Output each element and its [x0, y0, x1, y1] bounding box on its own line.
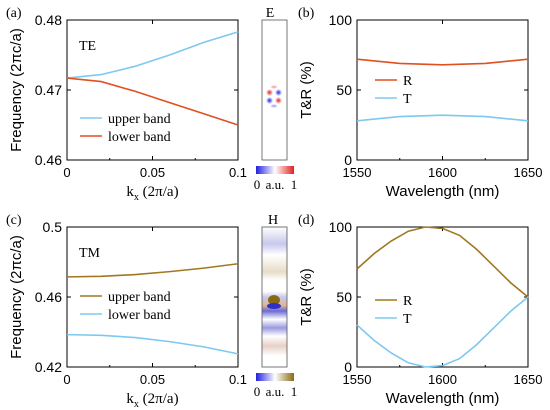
field-hotspot	[268, 295, 280, 305]
chart-c: 0 0.05 0.1 0.42 0.46 0.5 Frequency (2πc/a) kx (…	[8, 219, 247, 410]
x-axis-label: Wavelength (nm)	[386, 390, 500, 407]
panel-label-d: (d)	[298, 213, 315, 228]
field-hotspot	[267, 303, 281, 309]
colorbar-min-label: 0	[254, 177, 261, 192]
panel-label-a: (a)	[6, 6, 22, 21]
x-axis-label: kx (2π/a)	[126, 184, 178, 203]
y-tick-label: 0.48	[35, 12, 62, 28]
x-tick-label: 0	[63, 372, 70, 387]
x-tick-label: 1650	[514, 372, 543, 387]
chart-b: 1550 1600 1650 0 50 100 T&R (%) Wavelength (nm)…	[298, 12, 542, 200]
series-line	[66, 333, 239, 355]
series-line	[66, 31, 239, 79]
field-lobe	[275, 97, 282, 104]
y-tick-label: 50	[336, 82, 352, 98]
y-tick-label: 0.46	[35, 289, 62, 305]
series-line	[356, 58, 529, 66]
y-tick-label: 50	[336, 289, 352, 305]
charts-layer: 0 0.05 0.1 0.46 0.47 0.48 Frequency (2πc/a) kx …	[8, 12, 542, 410]
x-tick-label: 1650	[514, 165, 543, 180]
field-lobe	[266, 97, 273, 104]
x-tick-label: 0.1	[229, 165, 247, 180]
legend-label: upper band	[108, 290, 171, 305]
colorbar-unit-label: a.u.	[266, 177, 285, 192]
legend-label: lower band	[108, 130, 171, 145]
y-tick-label: 100	[329, 219, 353, 235]
colorbar	[256, 166, 294, 174]
chart-d: 1550 1600 1650 0 50 100 T&R (%) Wavelength (nm)…	[298, 219, 542, 407]
y-axis-label: T&R (%)	[298, 61, 315, 119]
x-tick-label: 1600	[428, 165, 457, 180]
y-axis-label: T&R (%)	[298, 268, 315, 326]
y-tick-label: 0.42	[35, 359, 62, 375]
legend-label: lower band	[108, 308, 171, 323]
y-tick-label: 0.46	[35, 152, 62, 168]
field-map-frame	[261, 19, 288, 161]
legend-label: R	[403, 74, 413, 89]
panel-label-b: (b)	[298, 6, 315, 21]
legend-label: upper band	[108, 112, 171, 127]
field-lobe	[275, 89, 282, 96]
x-tick-label: 0.05	[140, 165, 165, 180]
x-tick-label: 1550	[343, 372, 372, 387]
x-axis-label: Wavelength (nm)	[386, 183, 500, 200]
field-map-h: H 0 a.u. 1	[254, 213, 298, 399]
x-tick-label: 1600	[428, 372, 457, 387]
colorbar-min-label: 0	[254, 384, 261, 399]
y-tick-label: 100	[329, 12, 353, 28]
field-lobe	[266, 89, 273, 96]
field-map-e: E 0 a.u. 1	[254, 6, 298, 192]
y-axis-label: Frequency (2πc/a)	[8, 235, 25, 359]
colorbar	[256, 373, 294, 381]
colorbar-max-label: 1	[291, 177, 298, 192]
y-tick-label: 0.47	[35, 82, 62, 98]
colorbar-max-label: 1	[291, 384, 298, 399]
legend-label: R	[403, 294, 413, 309]
x-tick-label: 0.05	[140, 372, 165, 387]
series-line	[356, 226, 529, 298]
mode-label: TM	[79, 246, 101, 261]
x-tick-label: 0	[63, 165, 70, 180]
legend-label: T	[403, 312, 412, 327]
series-line	[66, 77, 239, 126]
series-line	[356, 114, 529, 122]
colorbar-unit-label: a.u.	[266, 384, 285, 399]
series-line	[66, 262, 239, 278]
mode-label: TE	[79, 39, 96, 54]
y-axis-label: Frequency (2πc/a)	[8, 28, 25, 152]
chart-a: 0 0.05 0.1 0.46 0.47 0.48 Frequency (2πc/a) kx …	[8, 12, 247, 203]
x-tick-label: 0.1	[229, 372, 247, 387]
x-tick-label: 1550	[343, 165, 372, 180]
legend-label: T	[403, 92, 412, 107]
field-lobe	[270, 85, 278, 89]
plot-area	[356, 19, 529, 161]
series-line	[356, 296, 529, 368]
field-map-title: H	[268, 213, 278, 228]
panel-label-c: (c)	[6, 213, 22, 228]
x-axis-label: kx (2π/a)	[126, 391, 178, 410]
y-tick-label: 0	[344, 152, 352, 168]
y-tick-label: 0.5	[43, 219, 63, 235]
field-map-title: E	[266, 6, 275, 21]
y-tick-label: 0	[344, 359, 352, 375]
field-lobe	[270, 104, 278, 108]
